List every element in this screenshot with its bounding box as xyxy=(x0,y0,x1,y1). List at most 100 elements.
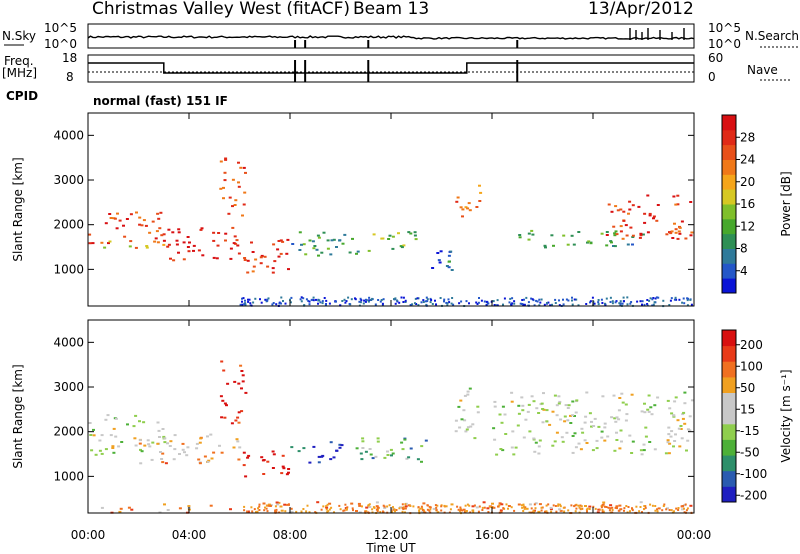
heatmap-cell xyxy=(537,445,541,448)
colorbar-segment xyxy=(722,439,736,456)
heatmap-cell xyxy=(280,296,283,299)
heatmap-cell xyxy=(326,247,330,250)
heatmap-cell xyxy=(116,212,119,215)
heatmap-cell xyxy=(674,396,678,399)
heatmap-cell xyxy=(522,303,525,306)
heatmap-cell xyxy=(538,439,542,442)
heatmap-cell xyxy=(223,416,227,419)
heatmap-cell xyxy=(523,303,526,306)
heatmap-cell xyxy=(533,304,536,307)
heatmap-cell xyxy=(376,505,379,508)
heatmap-cell xyxy=(510,506,513,509)
heatmap-cell xyxy=(667,426,671,429)
heatmap-cell xyxy=(307,299,310,302)
heatmap-cell xyxy=(414,238,418,241)
colorbar-tick-label: 16 xyxy=(740,197,755,211)
heatmap-cell xyxy=(254,258,258,261)
heatmap-cell xyxy=(395,509,398,511)
heatmap-cell xyxy=(613,417,617,420)
heatmap-cell xyxy=(644,506,647,509)
heatmap-cell xyxy=(164,462,168,465)
heatmap-cell xyxy=(308,511,311,514)
heatmap-cell xyxy=(654,505,657,507)
heatmap-cell xyxy=(466,426,470,429)
heatmap-cell xyxy=(423,510,426,513)
heatmap-cell xyxy=(600,505,604,508)
heatmap-cell xyxy=(656,204,660,206)
freq-tick-top: 18 xyxy=(62,51,78,65)
heatmap-cell xyxy=(542,392,545,395)
colorbar-tick-label: 8 xyxy=(740,242,748,256)
heatmap-cell xyxy=(412,505,415,508)
heatmap-cell xyxy=(517,412,521,415)
heatmap-cell xyxy=(682,505,685,507)
heatmap-cell xyxy=(456,505,459,508)
colorbar-segment xyxy=(722,376,736,393)
heatmap-cell xyxy=(314,511,317,514)
heatmap-cell xyxy=(686,507,689,510)
heatmap-cell xyxy=(242,464,246,467)
heatmap-cell xyxy=(641,303,643,306)
heatmap-cell xyxy=(603,439,607,442)
heatmap-cell xyxy=(653,448,657,451)
heatmap-cell xyxy=(130,508,134,511)
heatmap-cell xyxy=(198,441,202,444)
heatmap-cell xyxy=(300,243,303,246)
heatmap-cell xyxy=(447,260,451,263)
heatmap-cell xyxy=(199,228,203,231)
heatmap-cell xyxy=(648,212,652,215)
heatmap-cell xyxy=(665,508,668,511)
heatmap-cell xyxy=(443,298,446,301)
heatmap-cell xyxy=(600,506,603,509)
heatmap-cell xyxy=(619,304,622,307)
heatmap-cell xyxy=(600,232,604,235)
heatmap-cell xyxy=(233,235,237,238)
heatmap-cell xyxy=(357,502,361,505)
heatmap-cell xyxy=(173,434,177,437)
heatmap-cell xyxy=(343,298,346,301)
heatmap-cell xyxy=(534,502,538,505)
heatmap-cell xyxy=(661,509,664,512)
heatmap-cell xyxy=(241,214,244,217)
heatmap-cell xyxy=(672,195,676,198)
heatmap-cell xyxy=(109,434,113,437)
heatmap-cell xyxy=(338,446,342,449)
heatmap-cell xyxy=(558,304,561,307)
heatmap-cell xyxy=(619,508,623,511)
heatmap-cell xyxy=(358,300,361,303)
heatmap-cell xyxy=(465,510,468,513)
heatmap-cell xyxy=(485,304,488,307)
heatmap-cell xyxy=(321,302,324,305)
heatmap-cell xyxy=(317,302,319,305)
heatmap-cell xyxy=(426,504,429,507)
heatmap-cell xyxy=(382,504,385,507)
heatmap-cell xyxy=(579,504,582,507)
heatmap-cell xyxy=(262,459,266,461)
heatmap-cell xyxy=(259,298,261,301)
heatmap-cell xyxy=(335,449,339,452)
heatmap-cell xyxy=(667,452,671,455)
heatmap-cell xyxy=(177,231,181,234)
heatmap-cell xyxy=(643,303,646,306)
heatmap-cell xyxy=(160,234,164,237)
heatmap-cell xyxy=(228,196,232,199)
heatmap-cell xyxy=(558,508,562,511)
heatmap-cell xyxy=(429,301,432,304)
heatmap-cell xyxy=(111,447,115,449)
heatmap-cell xyxy=(162,435,166,438)
heatmap-cell xyxy=(500,421,504,424)
heatmap-cell xyxy=(266,299,269,302)
heatmap-cell xyxy=(407,231,411,234)
heatmap-cell xyxy=(446,304,449,307)
heatmap-cell xyxy=(300,510,303,513)
heatmap-cell xyxy=(663,503,666,506)
heatmap-cell xyxy=(243,505,246,508)
heatmap-cell xyxy=(206,435,209,438)
heatmap-cell xyxy=(647,394,651,397)
heatmap-cell xyxy=(268,504,271,507)
heatmap-cell xyxy=(234,199,238,202)
heatmap-cell xyxy=(585,442,589,444)
heatmap-cell xyxy=(240,387,243,390)
heatmap-cell xyxy=(677,230,681,233)
